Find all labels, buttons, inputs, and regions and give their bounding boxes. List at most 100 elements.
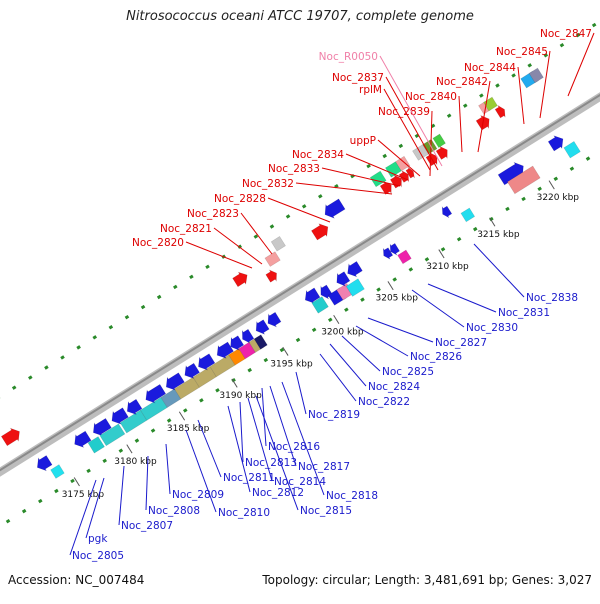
- label-leader-line: [377, 139, 421, 177]
- label-leader-line: [213, 227, 263, 265]
- scale-tick: [387, 281, 394, 291]
- scale-tick: [489, 217, 496, 227]
- dotted-guide-line: [11, 385, 17, 390]
- label-leader-line: [247, 397, 273, 482]
- dotted-guide-line: [398, 143, 404, 149]
- dotted-guide-line: [408, 267, 414, 272]
- scale-tick-label: 3185 kbp: [167, 424, 210, 434]
- label-leader-line: [85, 477, 105, 539]
- label-leader-line: [261, 387, 267, 447]
- reverse-gene-label: Noc_2812: [252, 487, 304, 499]
- dotted-guide-line: [134, 438, 140, 443]
- scale-tick: [178, 411, 186, 421]
- dotted-guide-line: [182, 408, 188, 413]
- reverse-gene-label: Noc_2825: [382, 366, 434, 378]
- dotted-guide-line: [376, 287, 381, 292]
- scale-tick: [126, 444, 133, 454]
- dotted-guide-line: [21, 508, 27, 514]
- label-leader-line: [255, 395, 299, 511]
- accession-text: Accession: NC_007484: [8, 573, 145, 587]
- dotted-guide-line: [527, 63, 532, 68]
- reverse-gene: [92, 417, 112, 437]
- forward-gene-label: Noc_2821: [160, 223, 212, 235]
- reverse-gene: [441, 205, 453, 219]
- label-leader-line: [185, 241, 253, 269]
- label-leader-line: [321, 167, 401, 187]
- reverse-gene-label: pgk: [88, 533, 108, 545]
- reverse-gene: [230, 335, 245, 351]
- forward-gene: [265, 269, 277, 283]
- forward-gene: [432, 133, 446, 149]
- forward-gene: [270, 235, 286, 252]
- forward-gene: [528, 67, 544, 84]
- label-leader-line: [383, 88, 431, 171]
- label-leader-line: [227, 405, 251, 493]
- dotted-guide-line: [76, 345, 81, 350]
- scale-tick-label: 3195 kbp: [270, 359, 313, 369]
- reverse-gene: [184, 362, 201, 380]
- label-leader-line: [355, 325, 409, 357]
- label-leader-line: [118, 465, 125, 526]
- label-leader-line: [281, 381, 325, 496]
- dotted-guide-line: [5, 519, 11, 524]
- forward-gene-label: Noc_2832: [242, 178, 294, 190]
- dotted-guide-line: [279, 347, 285, 353]
- dotted-guide-line: [166, 418, 172, 423]
- label-leader-line: [367, 317, 434, 343]
- label-leader-line: [411, 289, 465, 328]
- dotted-guide-line: [269, 224, 275, 229]
- scale-tick: [438, 249, 445, 259]
- forward-gene-label: rplM: [359, 84, 382, 96]
- label-leader-line: [240, 212, 273, 255]
- reverse-gene-label: Noc_2816: [268, 441, 320, 453]
- forward-gene-label: Noc_2847: [540, 28, 592, 40]
- scale-tick: [73, 477, 80, 487]
- reverse-gene: [383, 247, 394, 260]
- scale-tick-label: 3210 kbp: [426, 262, 469, 272]
- dotted-guide-line: [360, 297, 365, 302]
- dotted-guide-line: [591, 22, 597, 28]
- dotted-guide-line: [569, 166, 575, 171]
- forward-gene-label: Noc_2840: [405, 91, 457, 103]
- reverse-gene-label: Noc_2810: [218, 507, 270, 519]
- dotted-guide-line: [215, 388, 220, 393]
- dotted-guide-line: [199, 398, 204, 403]
- reverse-gene-label: Noc_2822: [358, 396, 410, 408]
- dotted-guide-line: [559, 43, 565, 48]
- dotted-guide-line: [424, 257, 430, 262]
- forward-gene-label: Noc_2845: [496, 46, 548, 58]
- reverse-gene-label: Noc_2838: [526, 292, 578, 304]
- dotted-guide-line: [327, 317, 333, 322]
- dotted-guide-line: [44, 365, 49, 370]
- dotted-guide-line: [456, 236, 462, 242]
- reverse-gene-label: Noc_2830: [466, 322, 518, 334]
- dotted-guide-line: [543, 53, 549, 58]
- reverse-gene: [311, 296, 329, 314]
- dotted-guide-line: [414, 133, 420, 139]
- reverse-gene: [563, 140, 581, 159]
- reverse-gene: [198, 353, 216, 371]
- label-leader-line: [345, 153, 409, 181]
- reverse-gene: [50, 464, 65, 479]
- reverse-gene: [267, 311, 282, 328]
- reverse-gene-label: Noc_2808: [148, 505, 200, 517]
- label-leader-line: [385, 76, 439, 171]
- forward-gene: [264, 251, 281, 267]
- forward-gene-label: Noc_2844: [464, 62, 516, 74]
- scale-tick-label: 3200 kbp: [321, 328, 364, 338]
- dotted-guide-line: [189, 274, 194, 280]
- dotted-guide-line: [382, 153, 388, 159]
- label-leader-line: [239, 401, 244, 463]
- forward-gene: [395, 155, 411, 172]
- forward-gene-label: Noc_2842: [436, 76, 488, 88]
- label-leader-line: [341, 335, 381, 372]
- label-leader-line: [458, 95, 463, 153]
- dotted-guide-line: [205, 264, 210, 269]
- scale-tick: [282, 346, 289, 356]
- dotted-guide-line: [173, 284, 178, 290]
- reverse-gene: [87, 436, 105, 454]
- dotted-guide-line: [301, 204, 307, 209]
- reverse-gene: [506, 165, 541, 195]
- forward-gene: [310, 223, 329, 241]
